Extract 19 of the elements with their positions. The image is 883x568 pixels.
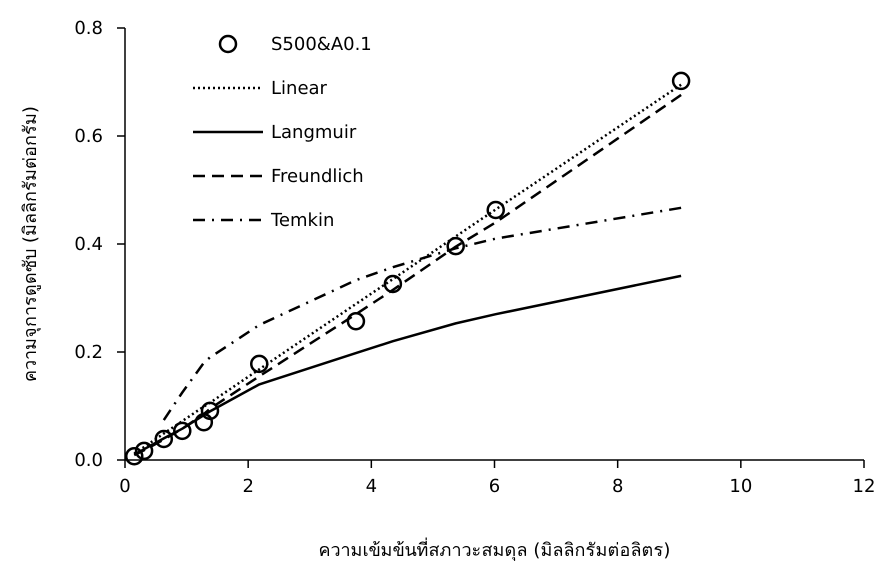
y-axis-title: ความจุการดูดซับ (มิลลิกรัมต่อกรัม)	[20, 106, 41, 382]
x-tick-label: 6	[488, 476, 500, 497]
legend-label: S500&A0.1	[271, 34, 372, 55]
x-tick-label: 0	[119, 476, 131, 497]
x-tick-label: 4	[366, 476, 378, 497]
legend-label: Langmuir	[271, 122, 357, 143]
x-tick-label: 2	[242, 476, 254, 497]
x-tick-label: 8	[612, 476, 624, 497]
legend-label: Freundlich	[271, 166, 364, 187]
y-tick-label: 0.2	[74, 342, 103, 363]
y-tick-label: 0.4	[74, 234, 103, 255]
y-tick-label: 0.6	[74, 126, 103, 147]
x-tick-label: 12	[852, 476, 876, 497]
y-tick-label: 0.8	[74, 18, 103, 39]
legend-label: Temkin	[270, 210, 334, 231]
legend-label: Linear	[271, 78, 328, 99]
x-tick-label: 10	[729, 476, 752, 497]
x-axis-title: ความเข้มข้นที่สภาวะสมดุล (มิลลิกรัมต่อลิตร)	[318, 537, 670, 561]
y-tick-label: 0.0	[74, 450, 103, 471]
